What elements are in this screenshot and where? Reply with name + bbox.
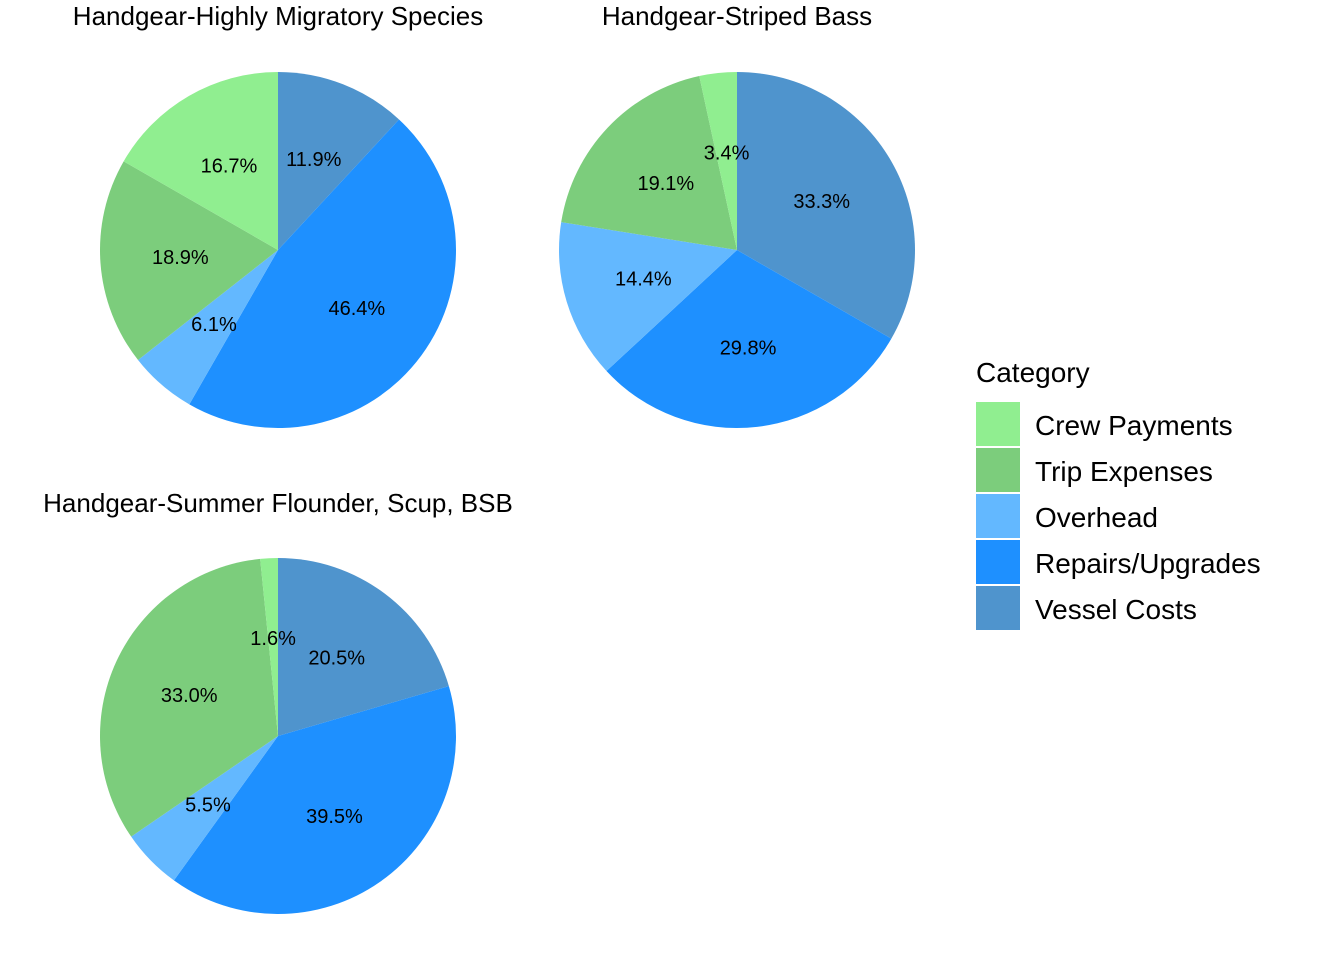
pie-slice-repairs-upgrades <box>189 119 457 429</box>
legend-item-vessel-costs: Vessel Costs <box>976 586 1197 630</box>
panel-title: Handgear-Striped Bass <box>602 1 872 31</box>
slice-label-vessel-costs: 20.5% <box>308 648 365 670</box>
pie-slice-vessel-costs <box>737 72 915 339</box>
legend-swatch <box>976 402 1020 446</box>
slice-label-overhead: 14.4% <box>615 268 672 290</box>
slice-label-crew-payments: 1.6% <box>250 628 296 650</box>
slice-label-vessel-costs: 33.3% <box>793 191 850 213</box>
pie-panel-1: Handgear-Highly Migratory Species 11.9% 46… <box>73 1 483 429</box>
slice-label-overhead: 6.1% <box>191 314 237 336</box>
slice-label-crew-payments: 16.7% <box>201 155 258 177</box>
slice-label-repairs-upgrades: 29.8% <box>720 337 777 359</box>
pie-slice-trip-expenses <box>561 76 737 251</box>
legend-swatch <box>976 540 1020 584</box>
pie-slice-overhead <box>559 222 737 372</box>
legend-label: Overhead <box>1035 502 1158 533</box>
pie-panel-3: Handgear-Summer Flounder, Scup, BSB 20.5%… <box>43 488 513 914</box>
legend-swatch <box>976 586 1020 630</box>
legend-item-repairs-upgrades: Repairs/Upgrades <box>976 540 1261 584</box>
legend-item-trip-expenses: Trip Expenses <box>976 448 1213 492</box>
legend-label: Vessel Costs <box>1035 594 1197 625</box>
pie-panels: Handgear-Highly Migratory Species 11.9% 46… <box>43 1 915 914</box>
slice-label-repairs-upgrades: 39.5% <box>306 806 363 828</box>
panel-title: Handgear-Summer Flounder, Scup, BSB <box>43 488 513 518</box>
pie-slice-vessel-costs <box>278 558 449 736</box>
pie-panel-2: Handgear-Striped Bass 33.3% 29.8% 14.4% 19.1… <box>559 1 915 429</box>
slice-label-vessel-costs: 11.9% <box>286 149 341 171</box>
legend-item-crew-payments: Crew Payments <box>976 402 1233 446</box>
pie-slice-repairs-upgrades <box>173 686 457 914</box>
legend-title: Category <box>976 357 1090 388</box>
pie-slice-repairs-upgrades <box>606 250 892 429</box>
pie-slice-overhead <box>138 250 278 405</box>
legend-label: Trip Expenses <box>1035 456 1213 487</box>
slice-label-crew-payments: 3.4% <box>704 143 750 165</box>
pie-slice-trip-expenses <box>99 558 278 837</box>
legend-label: Repairs/Upgrades <box>1035 548 1261 579</box>
pie-slice-vessel-costs <box>278 72 400 250</box>
pie-slice-overhead <box>131 736 278 881</box>
slice-label-repairs-upgrades: 46.4% <box>328 298 385 320</box>
legend-label: Crew Payments <box>1035 410 1233 441</box>
legend-item-overhead: Overhead <box>976 494 1158 538</box>
slice-label-trip-expenses: 18.9% <box>152 247 209 269</box>
legend-swatch <box>976 494 1020 538</box>
pie-slice-crew-payments <box>260 558 278 736</box>
legend: Category Crew Payments Trip Expenses Overhe… <box>976 357 1261 630</box>
pie-slice-crew-payments <box>699 72 737 250</box>
slice-label-trip-expenses: 33.0% <box>161 685 218 707</box>
pie-slice-crew-payments <box>123 72 279 250</box>
panel-title: Handgear-Highly Migratory Species <box>73 1 483 31</box>
slice-label-trip-expenses: 19.1% <box>637 173 694 195</box>
slice-label-overhead: 5.5% <box>185 794 231 816</box>
pie-slice-trip-expenses <box>100 161 278 360</box>
legend-swatch <box>976 448 1020 492</box>
